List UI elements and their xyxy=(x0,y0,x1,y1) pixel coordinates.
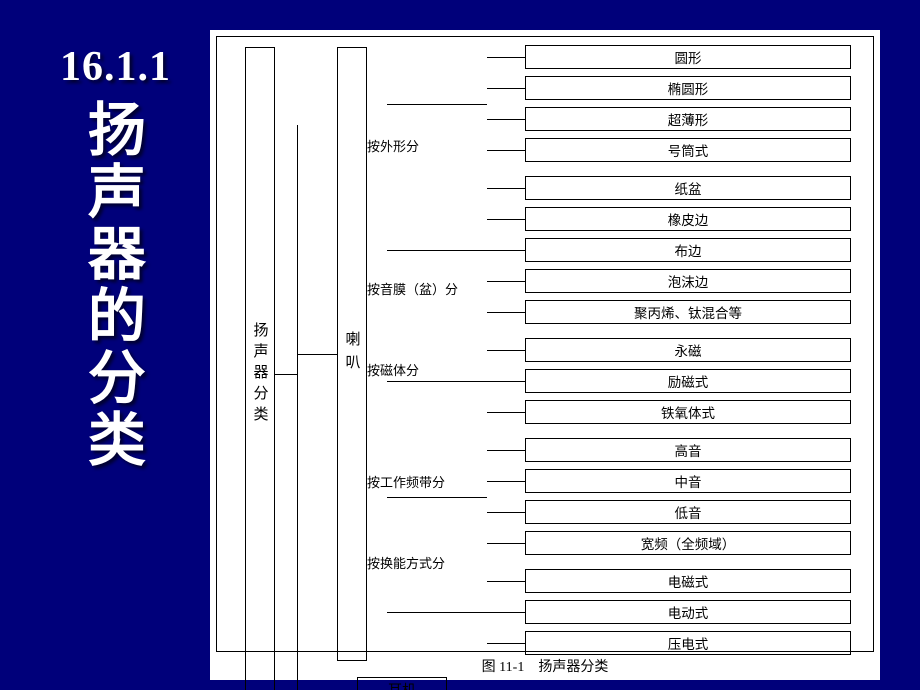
groups-container: 按外形分圆形椭圆形超薄形号筒式按音膜（盆）分纸盆橡皮边布边泡沫边聚丙烯、钛混合等… xyxy=(367,43,861,645)
speaker-label: 喇叭 xyxy=(342,331,363,377)
group-mid-connector xyxy=(387,497,487,498)
leaf-connector xyxy=(487,350,525,351)
leaf-node: 泡沫边 xyxy=(525,269,851,293)
heading-text: 扬声器的分类 xyxy=(80,99,141,471)
root-label: 扬声器分类 xyxy=(250,322,271,427)
leaf-node: 压电式 xyxy=(525,631,851,655)
leaf-connector xyxy=(487,543,525,544)
leaf-connector xyxy=(487,643,525,644)
diagram-panel: 扬声器分类 喇叭 耳机 按外形分圆形椭圆形超薄形号筒式按音膜（盆）分纸盆橡皮边布… xyxy=(210,30,880,680)
leaf-connector xyxy=(487,450,525,451)
leaf-connector xyxy=(487,612,525,613)
leaf-connector xyxy=(487,412,525,413)
leaf-connector xyxy=(487,512,525,513)
leaf-node: 橡皮边 xyxy=(525,207,851,231)
leaf-connector xyxy=(487,381,525,382)
leaf-node: 电动式 xyxy=(525,600,851,624)
leaf-connector xyxy=(487,188,525,189)
figure-caption: 图 11-1 扬声器分类 xyxy=(210,656,880,676)
slide: 16.1.1 扬声器的分类 扬声器分类 喇叭 耳机 按外形分圆形椭圆形超薄形号筒… xyxy=(0,0,920,690)
leaf-node: 铁氧体式 xyxy=(525,400,851,424)
headphone-label: 耳机 xyxy=(388,680,416,690)
leaf-node: 低音 xyxy=(525,500,851,524)
group-mid-connector xyxy=(387,381,487,382)
root-connector xyxy=(275,374,297,375)
leaf-connector xyxy=(487,281,525,282)
leaf-connector xyxy=(487,88,525,89)
leaf-node: 圆形 xyxy=(525,45,851,69)
headphone-node: 耳机 xyxy=(357,677,447,690)
leaf-node: 电磁式 xyxy=(525,569,851,593)
diagram-frame: 扬声器分类 喇叭 耳机 按外形分圆形椭圆形超薄形号筒式按音膜（盆）分纸盆橡皮边布… xyxy=(216,36,874,652)
leaf-connector xyxy=(487,119,525,120)
root-node: 扬声器分类 xyxy=(245,47,275,690)
group-mid-connector xyxy=(387,104,487,105)
leaf-connector xyxy=(487,219,525,220)
leaf-connector xyxy=(487,150,525,151)
leaf-connector xyxy=(487,312,525,313)
leaf-node: 椭圆形 xyxy=(525,76,851,100)
leaf-node: 永磁 xyxy=(525,338,851,362)
leaf-node: 纸盆 xyxy=(525,176,851,200)
leaf-node: 中音 xyxy=(525,469,851,493)
leaf-node: 宽频（全频域） xyxy=(525,531,851,555)
group-mid-connector xyxy=(387,612,487,613)
leaf-node: 高音 xyxy=(525,438,851,462)
leaf-node: 聚丙烯、钛混合等 xyxy=(525,300,851,324)
group-mid-connector xyxy=(387,250,487,251)
leaf-connector xyxy=(487,481,525,482)
leaf-connector xyxy=(487,581,525,582)
speaker-node: 喇叭 xyxy=(337,47,367,661)
leaf-node: 超薄形 xyxy=(525,107,851,131)
leaf-connector xyxy=(487,57,525,58)
leaf-node: 号筒式 xyxy=(525,138,851,162)
leaf-connector xyxy=(487,250,525,251)
leaf-node: 励磁式 xyxy=(525,369,851,393)
tree: 扬声器分类 喇叭 耳机 按外形分圆形椭圆形超薄形号筒式按音膜（盆）分纸盆橡皮边布… xyxy=(223,43,867,645)
leaf-node: 布边 xyxy=(525,238,851,262)
heading-number: 16.1.1 xyxy=(60,45,190,89)
slide-heading: 16.1.1 扬声器的分类 xyxy=(60,45,190,471)
